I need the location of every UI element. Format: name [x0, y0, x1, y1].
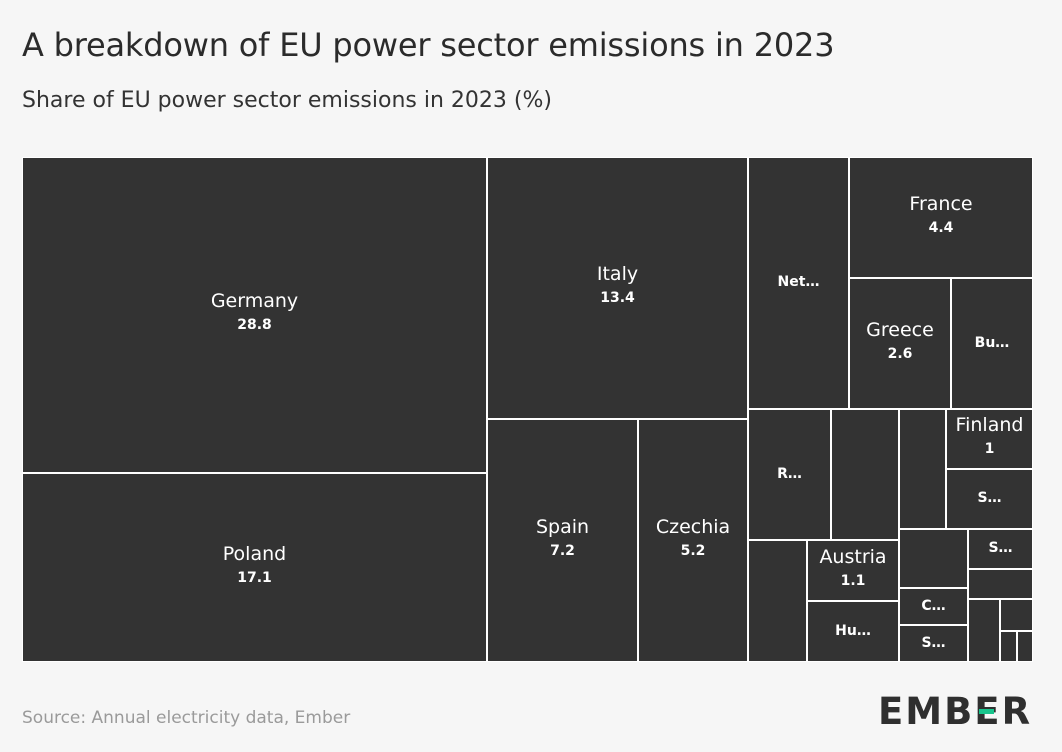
cell-value: 17.1	[237, 569, 272, 586]
cell-value: 1	[984, 441, 995, 457]
cell-value: 5.2	[680, 542, 706, 559]
cell-label: Czechia	[655, 515, 731, 538]
cell-value: 28.8	[237, 317, 272, 333]
cell-label: Net…	[777, 274, 820, 290]
cell-value: 7.2	[550, 542, 575, 559]
treemap-cell: Germany 28.8	[22, 157, 487, 473]
treemap-cell	[968, 599, 1000, 662]
treemap-cell: Hu…	[807, 601, 899, 662]
cell-label: France	[909, 192, 973, 215]
cell-label: C…	[921, 597, 946, 614]
treemap-cell: Czechia 5.2	[638, 419, 748, 662]
logo-text-start: EMB	[878, 690, 975, 733]
cell-label: Italy	[596, 263, 639, 285]
treemap-cell	[968, 569, 1033, 599]
cell-label: Greece	[866, 318, 934, 341]
cell-value: 4.4	[928, 219, 954, 236]
treemap-cell	[1017, 631, 1033, 662]
treemap-cell: Austria 1.1	[807, 540, 899, 601]
cell-label: S…	[988, 540, 1013, 556]
cell-label: Hu…	[835, 622, 871, 639]
treemap-cell: Net…	[748, 157, 849, 409]
cell-label: R…	[777, 465, 802, 482]
cell-label: S…	[921, 634, 946, 651]
cell-value: 1.1	[840, 572, 866, 589]
treemap-cell	[899, 409, 946, 529]
treemap-cell	[899, 529, 968, 588]
treemap-cell: C…	[899, 588, 968, 625]
treemap-cell: S…	[968, 529, 1033, 569]
logo-text-end: R	[1001, 690, 1033, 733]
cell-label: Spain	[535, 515, 590, 538]
logo-e-glyph: E	[974, 690, 1001, 733]
treemap-cell	[831, 409, 899, 540]
treemap-cell: S…	[946, 469, 1033, 529]
logo-accent-bar	[979, 709, 995, 714]
treemap-cell: R…	[748, 409, 831, 540]
treemap-cell: Spain 7.2	[487, 419, 638, 662]
treemap-cell: Italy 13.4	[487, 157, 748, 419]
chart-subtitle: Share of EU power sector emissions in 20…	[22, 88, 552, 113]
cell-label: Germany	[210, 290, 299, 312]
treemap-cell: Finland 1	[946, 409, 1033, 469]
cell-label: Poland	[222, 542, 287, 565]
cell-label: Finland	[955, 414, 1024, 436]
treemap-cell: Greece 2.6	[849, 278, 951, 409]
source-note: Source: Annual electricity data, Ember	[22, 708, 351, 728]
cell-value: 2.6	[887, 345, 913, 362]
treemap-cell	[1000, 631, 1017, 662]
treemap-cell	[748, 540, 807, 662]
cell-value: 13.4	[600, 290, 635, 306]
cell-label: S…	[977, 490, 1002, 506]
treemap-cell: France 4.4	[849, 157, 1033, 278]
treemap-cell: S…	[899, 625, 968, 662]
treemap-cell: Bu…	[951, 278, 1033, 409]
chart-title: A breakdown of EU power sector emissions…	[22, 26, 835, 64]
treemap-cell	[1000, 599, 1033, 631]
treemap-cell: Poland 17.1	[22, 473, 487, 662]
ember-logo: EMBER	[878, 690, 1032, 733]
treemap: Germany 28.8 Poland 17.1 Italy 13.4 Spain 7.2 Cz…	[22, 157, 1033, 662]
cell-label: Bu…	[974, 334, 1010, 351]
cell-label: Austria	[819, 545, 887, 568]
